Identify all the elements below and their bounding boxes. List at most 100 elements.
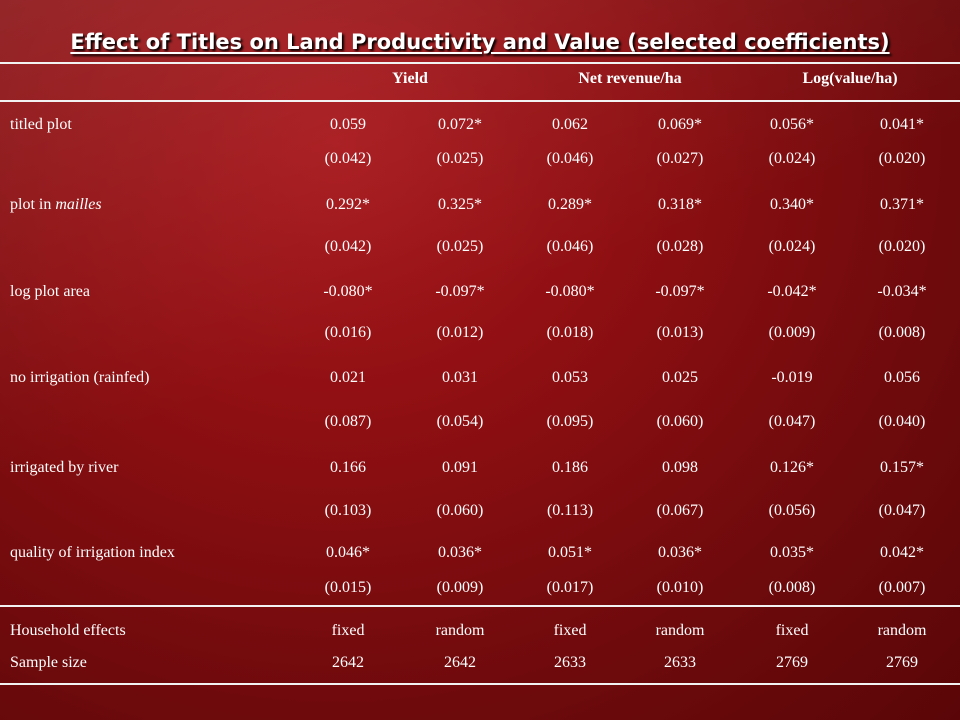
row-label-log-plot-area: log plot area: [10, 283, 90, 300]
coef-cell: 0.325*: [438, 196, 482, 213]
se-cell: (0.024): [768, 150, 816, 167]
bottom-rule: [0, 683, 960, 685]
coef-cell: 0.062: [552, 116, 588, 133]
coef-cell: 0.098: [662, 459, 698, 476]
coef-cell: 0.056: [884, 369, 920, 386]
coef-cell: 0.091: [442, 459, 478, 476]
coef-cell: 0.025: [662, 369, 698, 386]
coef-cell: 0.046*: [326, 544, 370, 561]
coef-cell: 0.036*: [438, 544, 482, 561]
coef-cell: 0.069*: [658, 116, 702, 133]
sample-size-cell: 2769: [886, 654, 918, 671]
coef-cell: 0.186: [552, 459, 588, 476]
coef-cell: 0.289*: [548, 196, 592, 213]
se-cell: (0.042): [324, 238, 372, 255]
coef-cell: -0.097*: [655, 283, 705, 300]
row-label-italic: mailles: [55, 196, 102, 213]
row-label-titled-plot: titled plot: [10, 116, 72, 133]
sample-size-cell: 2633: [664, 654, 696, 671]
top-rule: [0, 62, 960, 64]
se-cell: (0.054): [436, 413, 484, 430]
coef-cell: 0.292*: [326, 196, 370, 213]
coef-cell: 0.157*: [880, 459, 924, 476]
sample-size-cell: 2769: [776, 654, 808, 671]
sample-size-cell: 2642: [332, 654, 364, 671]
se-cell: (0.040): [878, 413, 926, 430]
coef-cell: 0.059: [330, 116, 366, 133]
coef-cell: 0.371*: [880, 196, 924, 213]
se-cell: (0.087): [324, 413, 372, 430]
coef-cell: 0.042*: [880, 544, 924, 561]
row-label-irrigated-by-river: irrigated by river: [10, 459, 119, 476]
se-cell: (0.007): [878, 579, 926, 596]
row-label-no-irrigation: no irrigation (rainfed): [10, 369, 150, 386]
se-cell: (0.103): [324, 502, 372, 519]
coef-cell: 0.340*: [770, 196, 814, 213]
coef-cell: -0.034*: [877, 283, 927, 300]
se-cell: (0.013): [656, 324, 704, 341]
header-yield: Yield: [392, 70, 428, 87]
se-cell: (0.009): [436, 579, 484, 596]
se-cell: (0.047): [878, 502, 926, 519]
effects-cell: fixed: [553, 622, 587, 639]
row-label-prefix: plot in: [10, 196, 56, 213]
se-cell: (0.020): [878, 238, 926, 255]
sample-size-cell: 2642: [444, 654, 476, 671]
se-cell: (0.067): [656, 502, 704, 519]
coef-cell: 0.318*: [658, 196, 702, 213]
coef-cell: 0.126*: [770, 459, 814, 476]
row-label-sample-size: Sample size: [10, 654, 87, 671]
header-net-revenue: Net revenue/ha: [578, 70, 682, 87]
se-cell: (0.113): [546, 502, 594, 519]
se-cell: (0.008): [768, 579, 816, 596]
se-cell: (0.024): [768, 238, 816, 255]
se-cell: (0.016): [324, 324, 372, 341]
se-cell: (0.017): [546, 579, 594, 596]
coef-cell: 0.053: [552, 369, 588, 386]
se-cell: (0.008): [878, 324, 926, 341]
se-cell: (0.060): [656, 413, 704, 430]
coef-cell: 0.035*: [770, 544, 814, 561]
row-label-plot-in-mailles: plot in mailles: [10, 196, 102, 214]
header-log-value: Log(value/ha): [802, 70, 898, 87]
coef-cell: -0.019: [771, 369, 813, 386]
coef-cell: 0.051*: [548, 544, 592, 561]
coef-cell: 0.031: [442, 369, 478, 386]
se-cell: (0.028): [656, 238, 704, 255]
effects-cell: random: [435, 622, 485, 639]
se-cell: (0.046): [546, 238, 594, 255]
se-cell: (0.060): [436, 502, 484, 519]
sample-size-cell: 2633: [554, 654, 586, 671]
row-label-household-effects: Household effects: [10, 622, 126, 639]
effects-cell: fixed: [775, 622, 809, 639]
se-cell: (0.042): [324, 150, 372, 167]
se-cell: (0.020): [878, 150, 926, 167]
coef-cell: 0.021: [330, 369, 366, 386]
effects-cell: random: [655, 622, 705, 639]
footer-rule: [0, 605, 960, 607]
slide-title: Effect of Titles on Land Productivity an…: [70, 30, 890, 54]
se-cell: (0.056): [768, 502, 816, 519]
coef-cell: 0.056*: [770, 116, 814, 133]
coef-cell: 0.072*: [438, 116, 482, 133]
se-cell: (0.018): [546, 324, 594, 341]
se-cell: (0.009): [768, 324, 816, 341]
coef-cell: -0.080*: [545, 283, 595, 300]
coef-cell: -0.080*: [323, 283, 373, 300]
se-cell: (0.047): [768, 413, 816, 430]
coef-cell: -0.042*: [767, 283, 817, 300]
coef-cell: -0.097*: [435, 283, 485, 300]
se-cell: (0.015): [324, 579, 372, 596]
effects-cell: fixed: [331, 622, 365, 639]
row-label-quality-of-irrigation: quality of irrigation index: [10, 544, 175, 561]
se-cell: (0.025): [436, 238, 484, 255]
coef-cell: 0.041*: [880, 116, 924, 133]
se-cell: (0.025): [436, 150, 484, 167]
coef-cell: 0.166: [330, 459, 366, 476]
se-cell: (0.027): [656, 150, 704, 167]
coef-cell: 0.036*: [658, 544, 702, 561]
se-cell: (0.012): [436, 324, 484, 341]
header-rule: [0, 100, 960, 102]
se-cell: (0.010): [656, 579, 704, 596]
